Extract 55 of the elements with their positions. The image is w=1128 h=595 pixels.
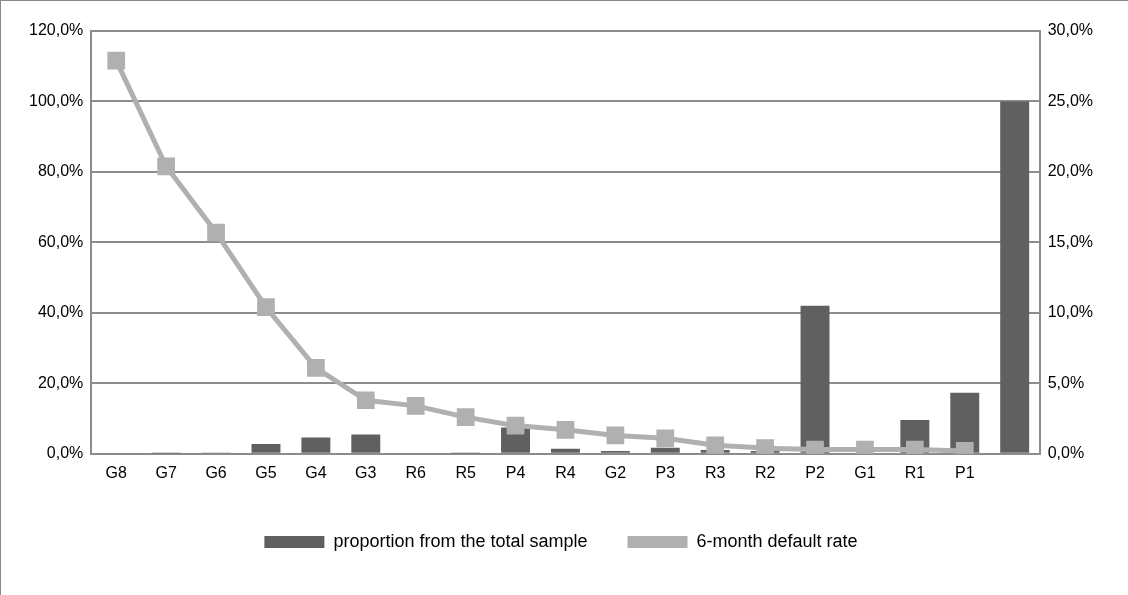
- x-tick-label: R3: [704, 463, 726, 481]
- x-tick-label: G5: [255, 463, 277, 481]
- y2-tick-label: 30,0%: [1047, 21, 1094, 39]
- y2-tick-label: 5,0%: [1047, 373, 1085, 391]
- bar: [800, 305, 830, 453]
- x-tick-label: R5: [455, 463, 476, 481]
- y-tick-label: 120,0%: [29, 21, 84, 39]
- bar: [650, 447, 680, 453]
- bar: [251, 443, 281, 453]
- legend-label: 6-month default rate: [696, 530, 858, 551]
- x-tick-label: G3: [355, 463, 377, 481]
- x-tick-label: R4: [555, 463, 576, 481]
- bar: [550, 448, 580, 453]
- point: [656, 429, 675, 448]
- bar: [301, 437, 331, 453]
- x-tick-label: R2: [754, 463, 776, 481]
- bar: [1000, 101, 1030, 453]
- point: [506, 416, 525, 435]
- point: [257, 298, 275, 317]
- legend-label: proportion from the total sample: [333, 530, 588, 551]
- point: [556, 420, 575, 439]
- point: [456, 408, 475, 427]
- y-tick-label: 0,0%: [46, 444, 84, 462]
- y-tick-label: 20,0%: [37, 373, 84, 391]
- x-tick-label: P4: [505, 463, 526, 481]
- point: [307, 358, 325, 377]
- point: [706, 436, 725, 454]
- y-tick-label: 100,0%: [29, 91, 84, 109]
- x-tick-label: R1: [904, 463, 926, 481]
- x-tick-label: P2: [805, 463, 825, 481]
- point: [606, 426, 625, 445]
- y2-tick-label: 15,0%: [1047, 232, 1094, 250]
- point: [356, 391, 375, 410]
- point: [406, 397, 425, 415]
- x-tick-label: G6: [205, 463, 227, 481]
- y2-tick-label: 20,0%: [1047, 162, 1094, 180]
- x-tick-label: G7: [155, 463, 177, 481]
- x-tick-label: G1: [854, 463, 876, 481]
- x-tick-label: G4: [305, 463, 327, 481]
- x-tick-label: G8: [105, 463, 127, 481]
- y-tick-label: 60,0%: [37, 232, 84, 250]
- point: [107, 51, 126, 70]
- x-tick-label: P1: [954, 463, 975, 481]
- x-tick-label: P3: [655, 463, 676, 481]
- y-tick-label: 40,0%: [37, 303, 84, 321]
- y-tick-label: 80,0%: [37, 162, 84, 180]
- y2-tick-label: 10,0%: [1047, 303, 1094, 321]
- y2-tick-label: 0,0%: [1047, 444, 1085, 462]
- y2-tick-label: 25,0%: [1047, 91, 1094, 109]
- x-tick-label: R6: [405, 463, 427, 481]
- point: [207, 223, 225, 242]
- bar: [351, 434, 381, 453]
- point: [756, 439, 774, 454]
- x-tick-label: G2: [604, 463, 627, 481]
- point: [157, 157, 175, 176]
